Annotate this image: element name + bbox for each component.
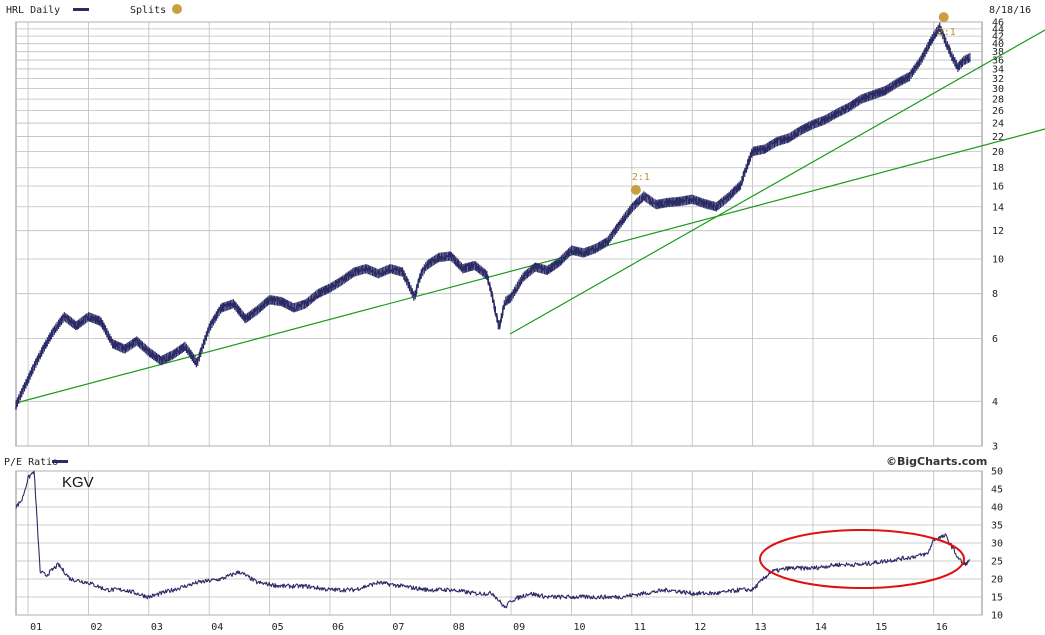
price-y-tick-label: 4 — [992, 397, 998, 408]
brand-label: ©BigCharts.com — [886, 455, 987, 468]
price-legend-swatch — [73, 8, 89, 11]
pe-y-tick-label: 40 — [991, 503, 1003, 514]
price-y-tick-label: 10 — [992, 255, 1004, 266]
split-label: 2:1 — [938, 27, 956, 38]
x-tick-label: 08 — [453, 622, 465, 633]
x-tick-label: 15 — [875, 622, 887, 633]
split-markers: 2:1 2:1 — [630, 12, 956, 195]
price-y-tick-label: 36 — [992, 56, 1004, 67]
x-axis-ticks: 01 02 03 04 05 06 07 08 09 10 11 12 13 14 15 16 — [30, 622, 948, 633]
price-y-tick-label: 8 — [992, 289, 998, 300]
x-tick-label: 12 — [694, 622, 706, 633]
price-y-tick-label: 24 — [992, 119, 1004, 130]
price-y-ticks: 3468101214161820222426283032343638404244… — [992, 18, 1004, 453]
x-tick-label: 01 — [30, 622, 42, 633]
trendline-long — [15, 128, 1045, 404]
split-label: 2:1 — [632, 172, 650, 183]
price-y-tick-label: 14 — [992, 202, 1004, 213]
pe-y-ticks: 10 15 20 25 30 35 40 45 50 — [991, 467, 1003, 622]
pe-series — [15, 470, 971, 609]
kgv-annotation: KGV — [62, 474, 94, 491]
splits-legend-icon — [172, 4, 182, 14]
price-panel: 3468101214161820222426283032343638404244… — [15, 12, 1045, 453]
price-y-tick-label: 44 — [992, 24, 1004, 35]
price-y-tick-label: 6 — [992, 334, 998, 345]
x-tick-label: 14 — [815, 622, 827, 633]
highlight-ellipse — [759, 529, 965, 589]
price-y-tick-label: 40 — [992, 39, 1004, 50]
price-y-tick-label: 3 — [992, 442, 998, 453]
x-tick-label: 13 — [755, 622, 767, 633]
pe-y-tick-label: 10 — [991, 611, 1003, 622]
split-icon — [938, 12, 949, 23]
price-y-tick-label: 28 — [992, 95, 1004, 106]
price-y-tick-label: 18 — [992, 163, 1004, 174]
x-tick-label: 02 — [90, 622, 102, 633]
trendlines — [15, 29, 1045, 404]
pe-y-tick-label: 25 — [991, 557, 1003, 568]
x-tick-label: 11 — [634, 622, 646, 633]
x-tick-label: 16 — [936, 622, 948, 633]
x-tick-label: 06 — [332, 622, 344, 633]
price-y-tick-label: 22 — [992, 132, 1004, 143]
date-label: 8/18/16 — [989, 5, 1031, 16]
pe-y-tick-label: 50 — [991, 467, 1003, 478]
price-y-tick-label: 46 — [992, 18, 1004, 29]
pe-grid — [16, 470, 982, 616]
price-grid — [16, 21, 982, 447]
price-y-tick-label: 34 — [992, 64, 1004, 75]
x-tick-label: 09 — [513, 622, 525, 633]
pe-y-tick-label: 30 — [991, 539, 1003, 550]
x-tick-label: 07 — [392, 622, 404, 633]
x-tick-label: 05 — [272, 622, 284, 633]
pe-label: P/E Ratio — [4, 457, 58, 468]
pe-y-tick-label: 45 — [991, 485, 1003, 496]
pe-panel: 10 15 20 25 30 35 40 45 50 KGV — [15, 467, 1003, 622]
split-icon — [630, 184, 641, 195]
trendline-steep — [509, 29, 1045, 335]
price-y-tick-label: 16 — [992, 182, 1004, 193]
price-y-tick-label: 20 — [992, 147, 1004, 158]
price-y-tick-label: 32 — [992, 74, 1004, 85]
pe-legend-swatch — [52, 460, 68, 463]
pe-y-tick-label: 20 — [991, 575, 1003, 586]
price-line — [15, 24, 971, 409]
x-tick-label: 03 — [151, 622, 163, 633]
splits-label: Splits — [130, 5, 166, 16]
pe-line — [15, 470, 971, 609]
price-y-tick-label: 30 — [992, 84, 1004, 95]
x-tick-label: 04 — [211, 622, 223, 633]
x-tick-label: 10 — [573, 622, 585, 633]
symbol-label: HRL Daily — [6, 5, 60, 16]
price-y-tick-label: 42 — [992, 32, 1004, 43]
price-plot-area — [15, 21, 983, 447]
price-y-tick-label: 38 — [992, 47, 1004, 58]
price-y-tick-label: 12 — [992, 226, 1004, 237]
pe-y-tick-label: 15 — [991, 593, 1003, 604]
pe-y-tick-label: 35 — [991, 521, 1003, 532]
price-series — [15, 22, 971, 410]
price-y-tick-label: 26 — [992, 106, 1004, 117]
price-range-bars — [15, 22, 971, 410]
